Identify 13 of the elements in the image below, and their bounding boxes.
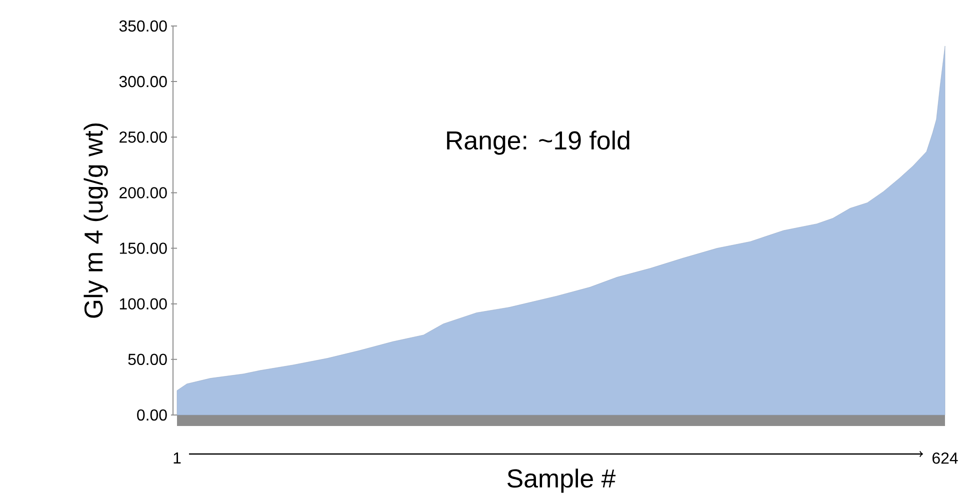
y-tick-label: 100.00: [120, 298, 167, 310]
y-tick-label: 250.00: [120, 131, 167, 143]
x-tick-label: 624: [932, 452, 958, 464]
y-tick-label: 50.00: [128, 354, 167, 366]
y-tick-label: 300.00: [119, 76, 167, 88]
y-axis-title: Gly m 4 (ug/g wt): [84, 124, 108, 318]
y-tick-label: 200.00: [120, 187, 167, 198]
annotation: Range: ~19 fold: [447, 130, 630, 155]
y-tick-label: 0.00: [137, 409, 167, 421]
x-axis-title: Sample #: [507, 468, 616, 493]
x-tick-label: 1: [174, 452, 181, 464]
y-tick-label: 150.00: [120, 242, 167, 254]
y-tick-label: 350.00: [119, 20, 167, 32]
